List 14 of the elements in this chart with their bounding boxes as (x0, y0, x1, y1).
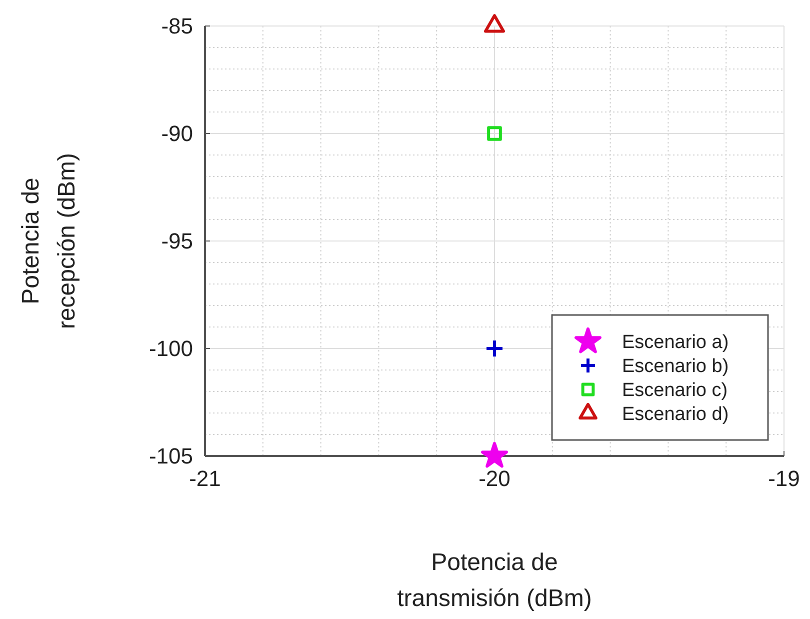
legend-label: Escenario d) (622, 404, 729, 426)
x-tick-label: -21 (189, 466, 221, 491)
y-tick-label: -105 (148, 444, 193, 469)
legend-label: Escenario b) (622, 356, 729, 378)
y-tick-label: -90 (161, 121, 193, 146)
y-tick-label: -85 (161, 14, 193, 39)
y-tick-label: -95 (161, 228, 193, 254)
y-tick-label: -100 (148, 336, 193, 362)
legend-label: Escenario c) (622, 380, 728, 402)
legend-label: Escenario a) (622, 332, 729, 354)
x-axis-title: Potencia de transmisión (dBm) (397, 549, 592, 612)
y-axis-title: Potencia de recepción (dBm) (17, 152, 80, 330)
x-tick-label: -20 (478, 466, 510, 491)
x-tick-label: -19 (768, 466, 800, 491)
